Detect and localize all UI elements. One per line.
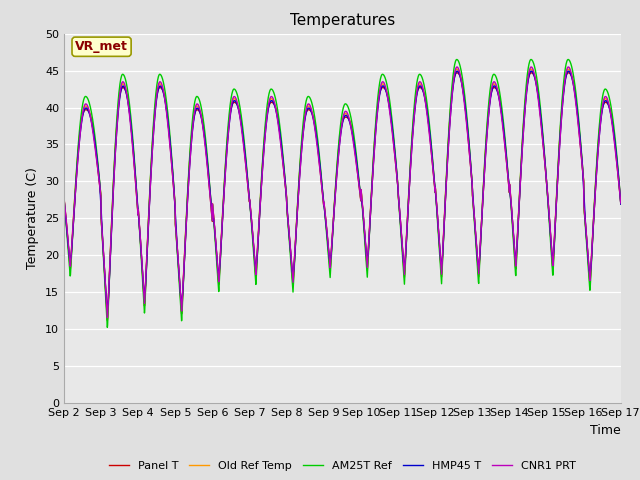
Line: CNR1 PRT: CNR1 PRT xyxy=(64,67,621,318)
CNR1 PRT xyxy=(617,200,625,206)
HMP45 T xyxy=(60,196,68,202)
HMP45 T xyxy=(371,141,379,146)
Old Ref Temp xyxy=(453,66,461,72)
Old Ref Temp xyxy=(216,267,223,273)
CNR1 PRT xyxy=(453,64,461,70)
Legend: Panel T, Old Ref Temp, AM25T Ref, HMP45 T, CNR1 PRT: Panel T, Old Ref Temp, AM25T Ref, HMP45 … xyxy=(104,457,580,476)
HMP45 T xyxy=(617,201,625,207)
Old Ref Temp xyxy=(371,137,379,143)
Old Ref Temp xyxy=(505,179,513,185)
CNR1 PRT xyxy=(584,246,591,252)
Line: HMP45 T: HMP45 T xyxy=(64,71,621,306)
AM25T Ref xyxy=(453,57,461,62)
HMP45 T xyxy=(584,248,591,254)
CNR1 PRT xyxy=(505,180,513,186)
CNR1 PRT xyxy=(60,195,68,201)
Y-axis label: Temperature (C): Temperature (C) xyxy=(26,168,40,269)
X-axis label: Time: Time xyxy=(590,424,621,437)
Old Ref Temp xyxy=(568,74,576,80)
Old Ref Temp xyxy=(104,316,111,322)
Panel T xyxy=(584,248,591,253)
Title: Temperatures: Temperatures xyxy=(290,13,395,28)
Old Ref Temp xyxy=(584,248,591,254)
Panel T xyxy=(568,75,576,81)
Panel T xyxy=(371,136,379,142)
Panel T xyxy=(359,205,367,211)
HMP45 T xyxy=(504,175,512,181)
Text: VR_met: VR_met xyxy=(75,40,128,53)
AM25T Ref xyxy=(584,254,591,260)
AM25T Ref xyxy=(104,324,111,330)
HMP45 T xyxy=(568,75,576,81)
Line: Old Ref Temp: Old Ref Temp xyxy=(64,69,621,319)
HMP45 T xyxy=(564,68,572,74)
AM25T Ref xyxy=(371,132,379,138)
AM25T Ref xyxy=(359,208,367,214)
HMP45 T xyxy=(104,303,111,309)
Old Ref Temp xyxy=(60,195,68,201)
Old Ref Temp xyxy=(359,205,367,211)
AM25T Ref xyxy=(60,195,68,201)
AM25T Ref xyxy=(505,179,513,185)
Panel T xyxy=(617,201,625,207)
Panel T xyxy=(504,179,512,184)
Line: Panel T: Panel T xyxy=(64,73,621,320)
CNR1 PRT xyxy=(104,315,111,321)
CNR1 PRT xyxy=(568,74,576,80)
CNR1 PRT xyxy=(359,204,367,210)
AM25T Ref xyxy=(216,274,223,280)
Panel T xyxy=(60,196,68,202)
Panel T xyxy=(564,70,572,76)
HMP45 T xyxy=(359,205,367,211)
Line: AM25T Ref: AM25T Ref xyxy=(64,60,621,327)
CNR1 PRT xyxy=(371,142,379,147)
AM25T Ref xyxy=(568,65,576,71)
AM25T Ref xyxy=(617,201,625,206)
CNR1 PRT xyxy=(216,267,223,273)
HMP45 T xyxy=(216,266,223,272)
Old Ref Temp xyxy=(617,200,625,205)
Panel T xyxy=(104,317,111,323)
Panel T xyxy=(216,269,223,275)
